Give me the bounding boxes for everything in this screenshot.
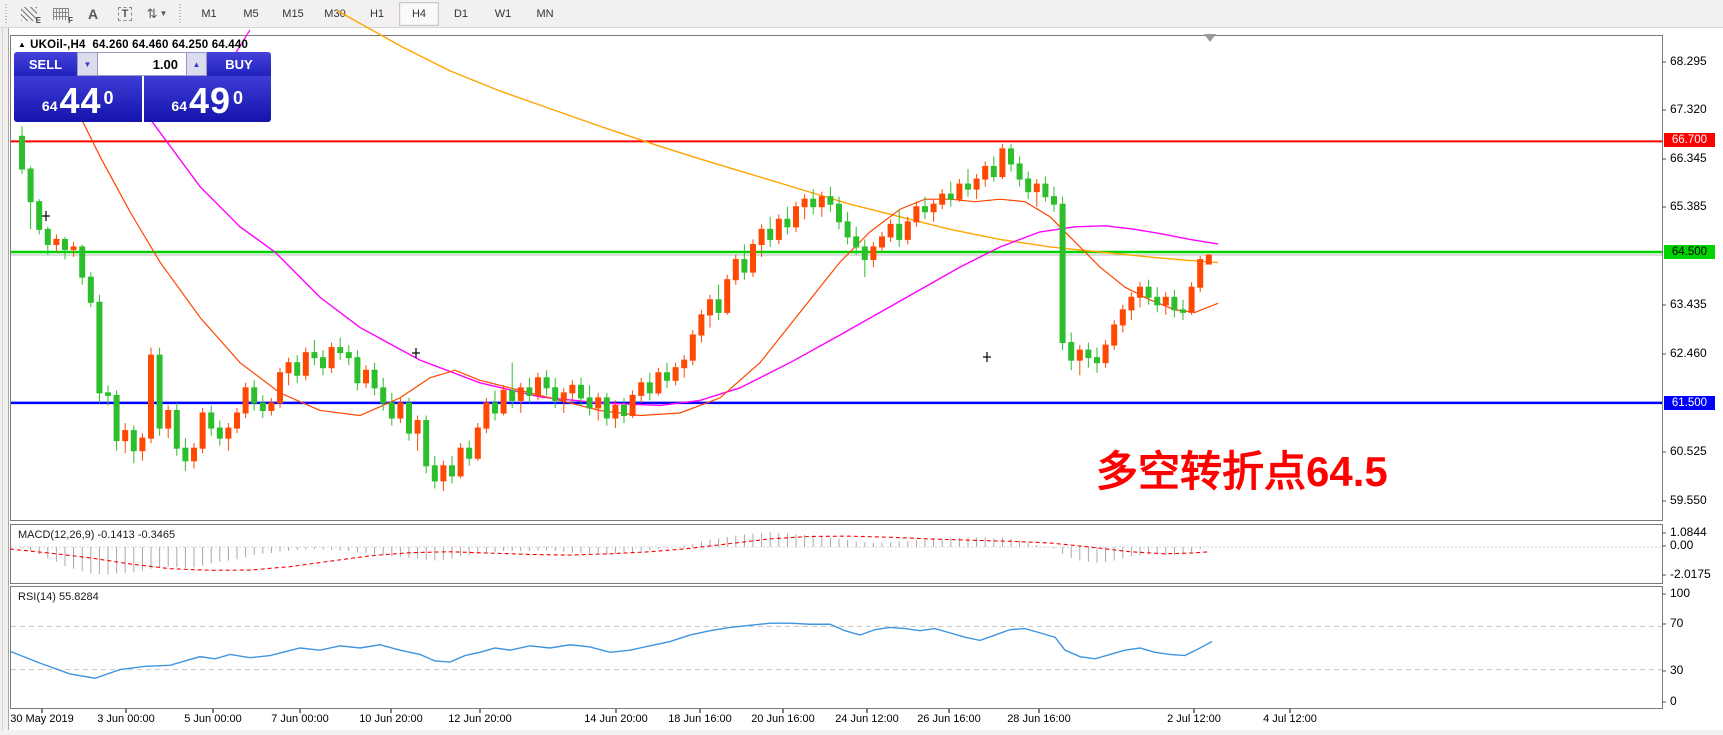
time-axis-label: 20 Jun 16:00 bbox=[751, 713, 815, 725]
text-box-icon[interactable]: T bbox=[110, 3, 140, 25]
toolbar-drag-handle[interactable] bbox=[4, 3, 9, 24]
rsi-axis-label: 30 bbox=[1670, 663, 1684, 677]
price-axis-label: 68.295 bbox=[1670, 54, 1707, 68]
time-axis-label: 12 Jun 20:00 bbox=[448, 713, 512, 725]
time-axis-label: 5 Jun 00:00 bbox=[184, 713, 242, 725]
chart-shift-icon[interactable] bbox=[1204, 34, 1216, 42]
moving-averages bbox=[69, 9, 1219, 417]
collapsed-panel-strip[interactable] bbox=[0, 28, 9, 735]
one-click-trading-panel: SELL ▼ 1.00 ▲ BUY 64 44 0 64 49 0 bbox=[14, 52, 271, 122]
price-axis-label: 60.525 bbox=[1670, 444, 1707, 458]
icon-sub-label: E bbox=[35, 15, 41, 25]
letter-t-glyph: T bbox=[117, 6, 133, 21]
arrows-glyph: ⇅ bbox=[146, 5, 158, 21]
macd-label: MACD(12,26,9) -0.1413 -0.3465 bbox=[18, 529, 176, 541]
letter-a-glyph: A bbox=[87, 5, 99, 22]
time-axis-label: 18 Jun 16:00 bbox=[668, 713, 732, 725]
sell-price-main: 44 bbox=[59, 80, 102, 121]
time-axis-label: 30 May 2019 bbox=[10, 713, 74, 725]
rsi-plot bbox=[9, 622, 1662, 679]
icon-sub-label: F bbox=[68, 15, 73, 25]
toolbar: E F A T ⇅ ▼ M1 M5 M15 M30 H1 H4 D1 W1 MN bbox=[0, 0, 1723, 28]
time-axis-label: 4 Jul 12:00 bbox=[1263, 713, 1317, 725]
forecast-grid-icon[interactable]: F bbox=[46, 3, 76, 25]
macd-axis-label: -2.0175 bbox=[1670, 567, 1711, 581]
toolbar-separator bbox=[178, 3, 183, 24]
sort-arrows-icon[interactable]: ⇅ ▼ bbox=[142, 3, 172, 25]
rsi-axis-label: 70 bbox=[1670, 616, 1684, 630]
sell-price-button[interactable]: 64 44 0 bbox=[14, 76, 142, 122]
buy-price-button[interactable]: 64 49 0 bbox=[143, 76, 271, 122]
rsi-pane[interactable] bbox=[10, 586, 1663, 709]
expert-hatch-icon[interactable]: E bbox=[14, 3, 44, 25]
buy-price-main: 49 bbox=[189, 80, 232, 121]
price-axis-label: 62.460 bbox=[1670, 346, 1707, 360]
price-level-lines bbox=[11, 140, 1662, 405]
sell-button[interactable]: SELL bbox=[14, 52, 77, 76]
rsi-label: RSI(14) 55.8284 bbox=[18, 591, 99, 603]
tab-timeframe-d1[interactable]: D1 bbox=[453, 7, 469, 20]
buy-price-pip: 0 bbox=[233, 88, 244, 108]
price-axis-label: 67.320 bbox=[1670, 102, 1707, 116]
price-axis-label: 66.345 bbox=[1670, 151, 1707, 165]
chart-title: ▲ UKOil-,H4 64.260 64.460 64.250 64.440 bbox=[18, 39, 248, 51]
price-axis-label: 63.435 bbox=[1670, 297, 1707, 311]
macd-axis-label: 1.0844 bbox=[1670, 525, 1707, 539]
time-axis-label: 7 Jun 00:00 bbox=[271, 713, 329, 725]
candlesticks bbox=[19, 135, 1212, 482]
volume-increase-button[interactable]: ▲ bbox=[186, 52, 207, 76]
symbol-name: UKOil-,H4 bbox=[30, 39, 86, 51]
time-axis-label: 3 Jun 00:00 bbox=[97, 713, 155, 725]
tab-timeframe-m30[interactable]: M30 bbox=[324, 7, 346, 20]
macd-plot bbox=[9, 532, 1662, 575]
time-axis-label: 24 Jun 12:00 bbox=[835, 713, 899, 725]
time-axis-label: 26 Jun 16:00 bbox=[917, 713, 981, 725]
text-label-icon[interactable]: A bbox=[78, 3, 108, 25]
axis-ticks bbox=[1662, 61, 1666, 703]
chart-annotation-text: 多空转折点64.5 bbox=[1096, 448, 1388, 495]
grid-glyph bbox=[53, 7, 69, 20]
sell-price-pip: 0 bbox=[103, 88, 114, 108]
tab-timeframe-mn[interactable]: MN bbox=[536, 7, 554, 20]
rsi-axis-label: 100 bbox=[1670, 586, 1691, 600]
macd-pane[interactable] bbox=[10, 524, 1663, 584]
tab-timeframe-m1[interactable]: M1 bbox=[201, 7, 217, 20]
tab-timeframe-w1[interactable]: W1 bbox=[494, 7, 512, 20]
ohlc-values: 64.260 64.460 64.250 64.440 bbox=[92, 39, 249, 51]
time-axis-label: 14 Jun 20:00 bbox=[584, 713, 648, 725]
time-axis-label: 28 Jun 16:00 bbox=[1007, 713, 1071, 725]
chevron-down-icon[interactable]: ▼ bbox=[159, 9, 168, 18]
time-ticks bbox=[41, 709, 1291, 713]
buy-price-prefix: 64 bbox=[171, 98, 187, 114]
tab-timeframe-h1[interactable]: H1 bbox=[369, 7, 385, 20]
resistance-price-badge: 66.700 bbox=[1664, 133, 1715, 147]
support-price-badge: 61.500 bbox=[1664, 396, 1715, 410]
tab-timeframe-h4[interactable]: H4 bbox=[399, 1, 439, 26]
tab-timeframe-m15[interactable]: M15 bbox=[282, 7, 304, 20]
price-chart-pane[interactable] bbox=[10, 35, 1663, 521]
tab-timeframe-m5[interactable]: M5 bbox=[243, 7, 259, 20]
time-axis-label: 10 Jun 20:00 bbox=[359, 713, 423, 725]
hatch-glyph bbox=[21, 6, 37, 21]
chart-object-markers bbox=[42, 211, 991, 362]
symbol-collapse-icon[interactable]: ▲ bbox=[18, 40, 27, 49]
price-axis-label: 59.550 bbox=[1670, 493, 1707, 507]
bottom-strip bbox=[0, 730, 1723, 735]
rsi-axis-label: 0 bbox=[1670, 694, 1677, 708]
buy-button[interactable]: BUY bbox=[207, 52, 271, 76]
volume-decrease-button[interactable]: ▼ bbox=[77, 52, 98, 76]
sell-price-prefix: 64 bbox=[41, 98, 58, 114]
pivot-price-badge: 64.500 bbox=[1664, 245, 1715, 259]
time-axis-label: 2 Jul 12:00 bbox=[1167, 713, 1221, 725]
volume-input[interactable]: 1.00 bbox=[98, 52, 186, 76]
macd-axis-label: 0.00 bbox=[1670, 538, 1694, 552]
price-axis-label: 65.385 bbox=[1670, 199, 1707, 213]
